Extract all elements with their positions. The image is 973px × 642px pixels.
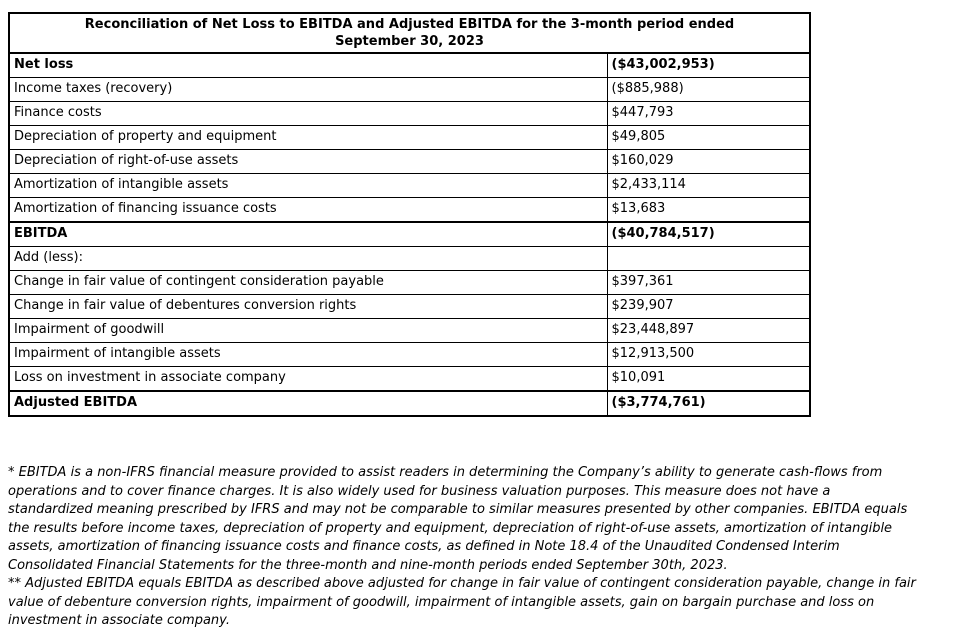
table-row: Depreciation of right-of-use assets $160,…: [8, 149, 811, 174]
table-title-line1: Reconciliation of Net Loss to EBITDA and…: [84, 17, 735, 32]
row-value-cell: $12,913,500: [606, 342, 811, 367]
row-value-cell: $49,805: [606, 125, 811, 150]
table-title: Reconciliation of Net Loss to EBITDA and…: [8, 12, 811, 54]
table-row: Income taxes (recovery) ($885,988): [8, 77, 811, 102]
row-value-cell: $13,683: [606, 197, 811, 223]
footnote-ebitda: * EBITDA is a non-IFRS financial measure…: [8, 465, 908, 573]
row-value-cell: $397,361: [606, 270, 811, 295]
table-row: Loss on investment in associate company $…: [8, 366, 811, 392]
row-label-cell: Amortization of financing issuance costs: [8, 197, 608, 223]
row-value-cell: $2,433,114: [606, 173, 811, 198]
table-title-line2: September 30, 2023: [335, 34, 484, 49]
table-row: Net loss ($43,002,953): [8, 52, 811, 78]
table-row: Impairment of goodwill $23,448,897: [8, 318, 811, 343]
row-label-cell: Finance costs: [8, 101, 608, 126]
row-value-cell: ($885,988): [606, 77, 811, 102]
table-row: Add (less):: [8, 246, 811, 271]
table-row: Change in fair value of debentures conve…: [8, 294, 811, 319]
row-label-cell: Income taxes (recovery): [8, 77, 608, 102]
row-value-cell: $239,907: [606, 294, 811, 319]
table-row: Amortization of financing issuance costs…: [8, 197, 811, 223]
row-label-cell: Impairment of intangible assets: [8, 342, 608, 367]
row-label-cell: Add (less):: [8, 246, 608, 271]
row-label-cell: Adjusted EBITDA: [8, 390, 608, 417]
table-row: Impairment of intangible assets $12,913,5…: [8, 342, 811, 367]
row-value-cell: ($40,784,517): [606, 221, 811, 247]
row-label-cell: Amortization of intangible assets: [8, 173, 608, 198]
table-row: EBITDA ($40,784,517): [8, 221, 811, 247]
footnote-adjusted-ebitda: ** Adjusted EBITDA equals EBITDA as desc…: [8, 576, 916, 628]
row-label-cell: Change in fair value of debentures conve…: [8, 294, 608, 319]
footnotes: * EBITDA is a non-IFRS financial measure…: [8, 464, 916, 631]
row-label-cell: EBITDA: [8, 221, 608, 247]
row-label-cell: Net loss: [8, 52, 608, 78]
row-value-cell: ($3,774,761): [606, 390, 811, 417]
reconciliation-table: Reconciliation of Net Loss to EBITDA and…: [8, 12, 811, 417]
row-label-cell: Depreciation of right-of-use assets: [8, 149, 608, 174]
table-row: Amortization of intangible assets $2,433,…: [8, 173, 811, 198]
row-value-cell: $23,448,897: [606, 318, 811, 343]
row-value-cell: $10,091: [606, 366, 811, 392]
table-row: Adjusted EBITDA ($3,774,761): [8, 390, 811, 417]
row-value-cell: $447,793: [606, 101, 811, 126]
row-value-cell: [606, 246, 811, 271]
row-label-cell: Depreciation of property and equipment: [8, 125, 608, 150]
row-label-cell: Impairment of goodwill: [8, 318, 608, 343]
table-row: Depreciation of property and equipment $4…: [8, 125, 811, 150]
row-label-cell: Change in fair value of contingent consi…: [8, 270, 608, 295]
row-value-cell: $160,029: [606, 149, 811, 174]
table-body: Net loss ($43,002,953) Income taxes (recov…: [8, 52, 811, 417]
table-row: Change in fair value of contingent consi…: [8, 270, 811, 295]
table-title-row: Reconciliation of Net Loss to EBITDA and…: [8, 12, 811, 54]
row-value-cell: ($43,002,953): [606, 52, 811, 78]
row-label-cell: Loss on investment in associate company: [8, 366, 608, 392]
table-row: Finance costs $447,793: [8, 101, 811, 126]
